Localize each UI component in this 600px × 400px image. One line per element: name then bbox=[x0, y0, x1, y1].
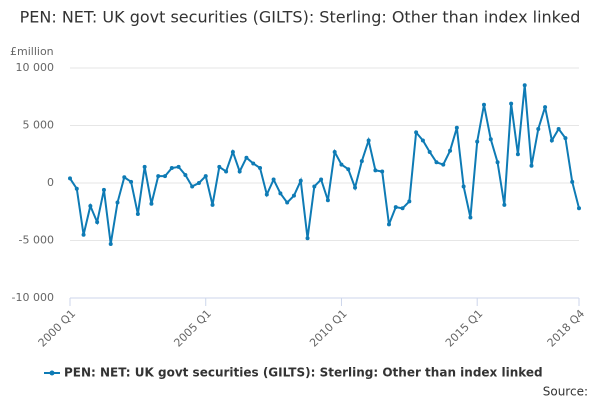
point bbox=[543, 105, 548, 110]
point bbox=[380, 169, 385, 174]
legend-label: PEN: NET: UK govt securities (GILTS): St… bbox=[64, 366, 543, 380]
point bbox=[468, 215, 473, 220]
point bbox=[570, 179, 575, 184]
point bbox=[237, 169, 242, 174]
point bbox=[386, 222, 391, 227]
point bbox=[366, 138, 371, 143]
y-unit-label: £million bbox=[10, 45, 54, 58]
point bbox=[224, 169, 229, 174]
y-tick-label: -5 000 bbox=[19, 234, 54, 247]
source: Source: bbox=[543, 385, 588, 399]
point bbox=[414, 130, 419, 135]
point bbox=[190, 184, 195, 189]
point bbox=[203, 174, 208, 179]
point bbox=[95, 220, 100, 225]
point bbox=[271, 177, 276, 182]
point bbox=[454, 125, 459, 130]
point bbox=[495, 160, 500, 165]
point bbox=[244, 155, 249, 160]
point bbox=[373, 168, 378, 173]
point bbox=[135, 212, 140, 217]
point bbox=[129, 179, 134, 184]
point bbox=[176, 164, 181, 169]
point bbox=[149, 201, 154, 206]
point bbox=[210, 202, 215, 207]
x-tick-label: 2000 Q1 bbox=[36, 307, 79, 350]
legend-marker bbox=[49, 370, 55, 376]
point bbox=[556, 126, 561, 131]
point bbox=[475, 139, 480, 144]
point bbox=[536, 126, 541, 131]
point bbox=[298, 178, 303, 183]
x-tick-label: 2018 Q4 bbox=[545, 307, 588, 350]
point bbox=[68, 176, 72, 181]
point bbox=[522, 83, 527, 88]
point bbox=[142, 164, 147, 169]
point bbox=[529, 163, 534, 168]
point bbox=[278, 191, 283, 196]
point bbox=[488, 137, 493, 142]
point bbox=[258, 166, 263, 171]
x-tick-label: 2005 Q1 bbox=[171, 307, 214, 350]
point bbox=[81, 232, 86, 237]
point bbox=[563, 136, 568, 141]
point bbox=[196, 181, 201, 185]
point bbox=[285, 200, 290, 205]
point bbox=[509, 101, 514, 106]
point bbox=[169, 166, 174, 171]
y-tick-label: -10 000 bbox=[12, 291, 54, 304]
point bbox=[549, 138, 554, 143]
point bbox=[264, 192, 269, 197]
point bbox=[441, 162, 446, 167]
y-tick-label: 0 bbox=[47, 176, 54, 189]
point bbox=[502, 202, 507, 207]
x-tick-label: 2010 Q1 bbox=[307, 307, 350, 350]
point bbox=[183, 172, 188, 177]
point bbox=[217, 164, 222, 169]
point bbox=[319, 177, 324, 182]
y-tick-label: 10 000 bbox=[16, 61, 55, 74]
point bbox=[325, 198, 330, 203]
point bbox=[515, 152, 520, 157]
point bbox=[122, 175, 127, 180]
point bbox=[163, 174, 168, 179]
point bbox=[434, 160, 439, 165]
point bbox=[339, 162, 344, 167]
point bbox=[251, 161, 256, 166]
point bbox=[115, 200, 120, 205]
series-line bbox=[69, 85, 580, 245]
point bbox=[427, 149, 432, 154]
point bbox=[461, 184, 466, 189]
point bbox=[393, 205, 398, 210]
point bbox=[420, 138, 425, 143]
point bbox=[156, 174, 161, 179]
point bbox=[448, 148, 453, 153]
point bbox=[108, 241, 113, 246]
point bbox=[74, 186, 79, 191]
chart-title: PEN: NET: UK govt securities (GILTS): St… bbox=[20, 8, 581, 27]
point bbox=[407, 199, 412, 204]
point bbox=[332, 149, 337, 154]
x-tick-label: 2015 Q1 bbox=[443, 307, 486, 350]
point bbox=[312, 184, 317, 189]
point bbox=[577, 206, 581, 211]
point bbox=[400, 206, 405, 211]
point bbox=[291, 193, 296, 198]
y-tick-label: 5 000 bbox=[23, 119, 55, 132]
point bbox=[346, 167, 351, 172]
point bbox=[230, 149, 235, 154]
point bbox=[88, 204, 93, 208]
point bbox=[305, 236, 310, 241]
point bbox=[353, 185, 358, 190]
point bbox=[101, 187, 106, 192]
point bbox=[359, 159, 364, 164]
point bbox=[481, 102, 486, 107]
